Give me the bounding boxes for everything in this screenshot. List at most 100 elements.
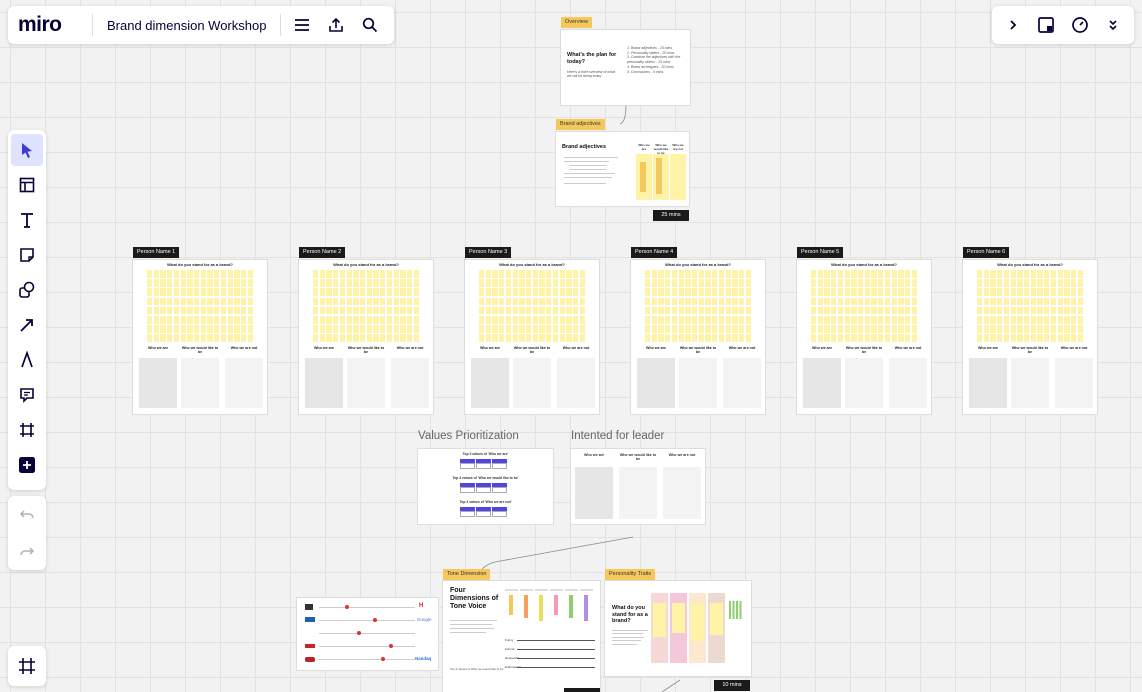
sticky-note[interactable] xyxy=(1030,288,1036,297)
sticky-note[interactable] xyxy=(160,306,166,315)
sticky-note[interactable] xyxy=(366,306,372,315)
sticky-area[interactable] xyxy=(637,358,675,408)
sticky-note[interactable] xyxy=(665,297,671,306)
sticky-note[interactable] xyxy=(685,334,691,342)
sticky-note[interactable] xyxy=(386,334,393,342)
sticky-note[interactable] xyxy=(864,306,870,315)
sticky-note[interactable] xyxy=(1044,279,1050,287)
slider-handle[interactable] xyxy=(373,618,377,622)
sticky-note[interactable] xyxy=(745,315,751,324)
sticky-note[interactable] xyxy=(413,288,419,297)
sticky-note[interactable] xyxy=(573,306,579,315)
sticky-note[interactable] xyxy=(871,279,877,287)
sticky-note[interactable] xyxy=(479,279,485,287)
sticky-note[interactable] xyxy=(891,325,897,333)
slider-handle[interactable] xyxy=(357,631,361,635)
sticky-note[interactable] xyxy=(326,297,332,306)
sticky-note[interactable] xyxy=(173,270,180,278)
sticky-note[interactable] xyxy=(837,325,844,333)
sticky-note[interactable] xyxy=(566,306,572,315)
sticky-note[interactable] xyxy=(194,270,200,278)
sticky-note[interactable] xyxy=(386,315,393,324)
sticky-note[interactable] xyxy=(393,279,399,287)
sticky-note[interactable] xyxy=(360,279,366,287)
sticky-note[interactable] xyxy=(333,279,339,287)
sticky-note[interactable] xyxy=(685,270,691,278)
sticky-note[interactable] xyxy=(546,325,552,333)
sticky-note[interactable] xyxy=(665,288,671,297)
sticky-note[interactable] xyxy=(905,325,911,333)
sticky-note[interactable] xyxy=(579,270,585,278)
sticky-note[interactable] xyxy=(1077,297,1083,306)
sticky-note[interactable] xyxy=(485,270,491,278)
sticky-note[interactable] xyxy=(499,297,505,306)
sticky-note[interactable] xyxy=(346,334,352,342)
sticky-note[interactable] xyxy=(180,315,186,324)
sticky-note[interactable] xyxy=(207,297,213,306)
frame-label-personality-traits[interactable]: Personality Traits xyxy=(605,569,656,580)
sticky-note[interactable] xyxy=(1057,270,1063,278)
sticky-note[interactable] xyxy=(725,306,731,315)
sticky-note[interactable] xyxy=(983,270,989,278)
sticky-note[interactable] xyxy=(678,315,684,324)
sticky-note[interactable] xyxy=(573,325,579,333)
sticky-note[interactable] xyxy=(1077,306,1083,315)
sticky-note[interactable] xyxy=(339,315,346,324)
sticky-note[interactable] xyxy=(492,334,498,342)
sticky-note[interactable] xyxy=(227,334,233,342)
sticky-area[interactable] xyxy=(663,467,701,519)
sticky-note[interactable] xyxy=(658,334,664,342)
sticky-note[interactable] xyxy=(407,325,413,333)
sticky-note[interactable] xyxy=(559,325,565,333)
sticky-note[interactable] xyxy=(485,279,491,287)
sticky-note[interactable] xyxy=(326,306,332,315)
frames-button[interactable] xyxy=(8,646,46,686)
sticky-note[interactable] xyxy=(559,270,565,278)
sticky-note[interactable] xyxy=(685,279,691,287)
sticky-note[interactable] xyxy=(532,334,538,342)
sticky-note[interactable] xyxy=(400,334,406,342)
sticky-note[interactable] xyxy=(1044,315,1050,324)
sticky-note[interactable] xyxy=(1064,288,1070,297)
sticky-note[interactable] xyxy=(844,279,850,287)
sticky-note[interactable] xyxy=(725,325,731,333)
sticky-note[interactable] xyxy=(241,279,247,287)
sticky-note[interactable] xyxy=(353,270,359,278)
sticky-note[interactable] xyxy=(698,279,704,287)
sticky-note[interactable] xyxy=(1057,288,1063,297)
sticky-note[interactable] xyxy=(645,297,651,306)
sticky-note[interactable] xyxy=(373,315,379,324)
sticky-note[interactable] xyxy=(1064,270,1070,278)
sticky-note[interactable] xyxy=(1057,315,1063,324)
sticky-note[interactable] xyxy=(871,325,877,333)
sticky-note[interactable] xyxy=(811,288,817,297)
sticky-note[interactable] xyxy=(160,325,166,333)
sticky-note[interactable] xyxy=(160,288,166,297)
sticky-note[interactable] xyxy=(579,279,585,287)
sticky-note[interactable] xyxy=(990,288,996,297)
chevron-right-icon[interactable] xyxy=(996,8,1030,42)
sticky-note[interactable] xyxy=(234,297,240,306)
sticky-note[interactable] xyxy=(977,315,983,324)
sticky-note[interactable] xyxy=(1024,315,1030,324)
sticky-note[interactable] xyxy=(505,315,512,324)
sticky-note[interactable] xyxy=(333,325,339,333)
sticky-note[interactable] xyxy=(512,334,518,342)
sticky-note[interactable] xyxy=(333,297,339,306)
sticky-note[interactable] xyxy=(1010,297,1016,306)
sticky-note[interactable] xyxy=(200,270,206,278)
sticky-note[interactable] xyxy=(200,315,206,324)
sticky-note[interactable] xyxy=(227,315,233,324)
sticky-note[interactable] xyxy=(1003,279,1010,287)
sticky-note[interactable] xyxy=(817,270,823,278)
sticky-note[interactable] xyxy=(692,315,698,324)
sticky-note[interactable] xyxy=(698,325,704,333)
sticky-note[interactable] xyxy=(898,334,904,342)
sticky-note[interactable] xyxy=(180,297,186,306)
sticky-note[interactable] xyxy=(990,306,996,315)
sticky-note[interactable] xyxy=(339,297,346,306)
sticky-note[interactable] xyxy=(479,315,485,324)
sticky-note[interactable] xyxy=(718,279,725,287)
sticky-note[interactable] xyxy=(366,325,372,333)
sticky-note[interactable] xyxy=(665,270,671,278)
